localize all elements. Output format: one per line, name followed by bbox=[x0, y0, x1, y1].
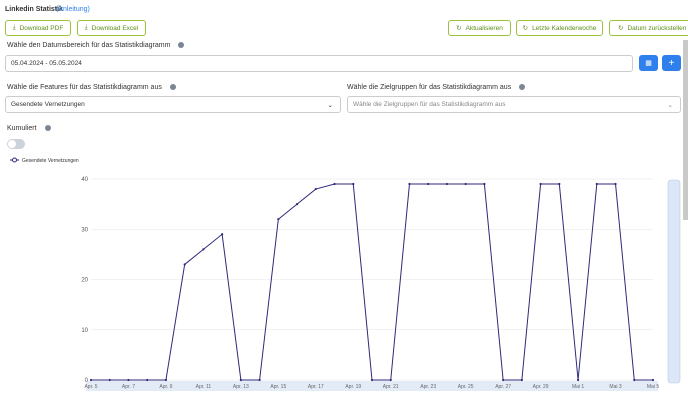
y-tick-label: 20 bbox=[81, 278, 88, 284]
point bbox=[277, 218, 280, 221]
field-label: Kumuliert bbox=[7, 125, 51, 132]
download-pdf[interactable]: ⤓ Download PDF bbox=[5, 20, 71, 36]
x-tick-label: Apr. 27 bbox=[495, 384, 511, 390]
x-tick-label: Apr. 19 bbox=[345, 384, 361, 390]
point bbox=[370, 378, 374, 382]
button-label: Aktualisieren bbox=[465, 24, 503, 32]
point bbox=[127, 378, 130, 382]
point bbox=[651, 378, 655, 382]
point bbox=[258, 378, 261, 382]
x-tick-label: Mai 5 bbox=[647, 384, 659, 390]
toggle[interactable] bbox=[7, 139, 25, 149]
field-label: Wähle den Datumsbereich für das Statisti… bbox=[7, 42, 185, 49]
point bbox=[314, 187, 317, 191]
label-text: Wähle die Zielgruppen für das Statistikd… bbox=[347, 84, 512, 91]
x-tick-label: Apr. 17 bbox=[308, 384, 324, 390]
x-tick-label: Apr. 25 bbox=[458, 384, 474, 390]
x-tick-label: Apr. 5 bbox=[84, 384, 97, 390]
point bbox=[239, 378, 242, 382]
y-tick-label: 0 bbox=[85, 378, 89, 384]
point bbox=[333, 182, 336, 186]
button-label: Download Excel bbox=[91, 24, 139, 32]
feature-select[interactable]: Gesendete Vernetzungen ⌄ bbox=[5, 96, 341, 113]
point bbox=[520, 378, 523, 382]
select-placeholder: Wähle die Zielgruppen für das Statistikd… bbox=[353, 101, 506, 108]
button-label: Download PDF bbox=[19, 24, 64, 32]
x-tick-label: Apr. 23 bbox=[420, 384, 436, 390]
point bbox=[595, 182, 598, 186]
help-link[interactable]: (Anleitung) bbox=[56, 6, 90, 13]
button-label: Letzte Kalenderwoche bbox=[532, 24, 597, 32]
point bbox=[502, 378, 505, 382]
label-text: Wähle den Datumsbereich für das Statisti… bbox=[7, 42, 171, 49]
last-week-button[interactable]: ↻ Letzte Kalenderwoche bbox=[516, 20, 603, 36]
field-label: Wähle die Zielgruppen für das Statistikd… bbox=[347, 84, 526, 91]
point bbox=[146, 378, 149, 382]
date-input[interactable]: 05.04.2024 - 05.05.2024 bbox=[5, 55, 633, 72]
reset-button[interactable]: ↻ Datum zurückstellen bbox=[609, 20, 688, 36]
point bbox=[108, 378, 111, 382]
x-tick-label: Mai 3 bbox=[609, 384, 621, 390]
legend-marker bbox=[12, 157, 17, 163]
point bbox=[483, 182, 486, 186]
x-tick-label: Apr. 9 bbox=[159, 384, 172, 390]
x-tick-label: Apr. 29 bbox=[533, 384, 549, 390]
point bbox=[89, 378, 93, 382]
download-excel[interactable]: ⤓ Download Excel bbox=[77, 20, 146, 36]
x-tick-label: Apr. 7 bbox=[122, 384, 135, 390]
point bbox=[464, 182, 467, 186]
navigator bbox=[86, 381, 658, 391]
point bbox=[576, 378, 580, 382]
legend-label: Gesendete Vernetzungen bbox=[22, 158, 79, 164]
point bbox=[389, 378, 392, 382]
point bbox=[614, 182, 617, 186]
point bbox=[633, 378, 636, 382]
calendar-button[interactable]: ▦ bbox=[639, 55, 658, 71]
line bbox=[91, 183, 653, 381]
point bbox=[164, 378, 168, 382]
point bbox=[558, 182, 561, 186]
group-select[interactable]: Wähle die Zielgruppen für das Statistikd… bbox=[347, 96, 681, 113]
field-label: Wähle die Features für das Statistikdiag… bbox=[7, 84, 176, 91]
y-tick-label: 40 bbox=[81, 177, 88, 183]
y-scroller bbox=[667, 179, 681, 384]
select-value: Gesendete Vernetzungen bbox=[11, 101, 85, 108]
add-button[interactable]: + bbox=[662, 55, 681, 71]
scrollbar bbox=[683, 40, 688, 220]
refresh-button[interactable]: ↻ Aktualisieren bbox=[448, 20, 511, 36]
label-text: Kumuliert bbox=[7, 125, 37, 132]
x-tick-label: Apr. 21 bbox=[383, 384, 399, 390]
y-tick-label: 10 bbox=[81, 328, 88, 334]
x-tick-label: Apr. 15 bbox=[270, 384, 286, 390]
point bbox=[295, 203, 299, 206]
input-value: 05.04.2024 - 05.05.2024 bbox=[11, 60, 82, 67]
button-label: Datum zurückstellen bbox=[627, 24, 687, 32]
label-text: Wähle die Features für das Statistikdiag… bbox=[7, 84, 162, 91]
point bbox=[539, 182, 542, 186]
page-title: Linkedin Statistik bbox=[5, 6, 63, 13]
point bbox=[221, 233, 224, 236]
x-tick-label: Apr. 13 bbox=[233, 384, 249, 390]
x-tick-label: Apr. 11 bbox=[196, 384, 212, 390]
point bbox=[427, 182, 430, 186]
point bbox=[408, 182, 411, 186]
point bbox=[352, 182, 355, 186]
x-tick-label: Mai 1 bbox=[572, 384, 584, 390]
y-tick-label: 30 bbox=[81, 227, 88, 233]
point bbox=[183, 263, 186, 266]
point bbox=[202, 248, 205, 251]
point bbox=[445, 182, 449, 186]
